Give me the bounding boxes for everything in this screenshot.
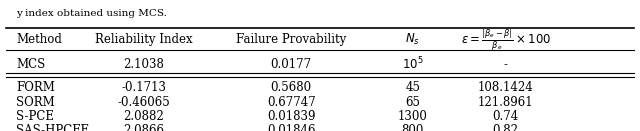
Text: Failure Provability: Failure Provability [236, 33, 346, 46]
Text: 0.01839: 0.01839 [267, 110, 316, 123]
Text: MCS: MCS [16, 58, 45, 71]
Text: 0.74: 0.74 [492, 110, 519, 123]
Text: -0.46065: -0.46065 [118, 96, 170, 109]
Text: 0.82: 0.82 [493, 124, 518, 131]
Text: $\epsilon=\frac{|\beta_e-\beta|}{\beta_e}\times 100$: $\epsilon=\frac{|\beta_e-\beta|}{\beta_e… [461, 27, 550, 52]
Text: 2.1038: 2.1038 [124, 58, 164, 71]
Text: 65: 65 [405, 96, 420, 109]
Text: Method: Method [16, 33, 62, 46]
Text: 0.0177: 0.0177 [271, 58, 312, 71]
Text: $N_s$: $N_s$ [405, 32, 420, 47]
Text: Reliability Index: Reliability Index [95, 33, 193, 46]
Text: S-PCE: S-PCE [16, 110, 54, 123]
Text: 108.1424: 108.1424 [477, 81, 534, 94]
Text: 0.01846: 0.01846 [267, 124, 316, 131]
Text: -0.1713: -0.1713 [122, 81, 166, 94]
Text: 45: 45 [405, 81, 420, 94]
Text: 800: 800 [402, 124, 424, 131]
Text: 1300: 1300 [398, 110, 428, 123]
Text: SORM: SORM [16, 96, 55, 109]
Text: y index obtained using MCS.: y index obtained using MCS. [16, 9, 167, 18]
Text: $10^5$: $10^5$ [402, 56, 424, 72]
Text: FORM: FORM [16, 81, 55, 94]
Text: 0.5680: 0.5680 [271, 81, 312, 94]
Text: 2.0882: 2.0882 [124, 110, 164, 123]
Text: -: - [504, 58, 508, 71]
Text: 2.0866: 2.0866 [124, 124, 164, 131]
Text: 0.67747: 0.67747 [267, 96, 316, 109]
Text: SAS-HPCFE: SAS-HPCFE [16, 124, 89, 131]
Text: 121.8961: 121.8961 [478, 96, 533, 109]
